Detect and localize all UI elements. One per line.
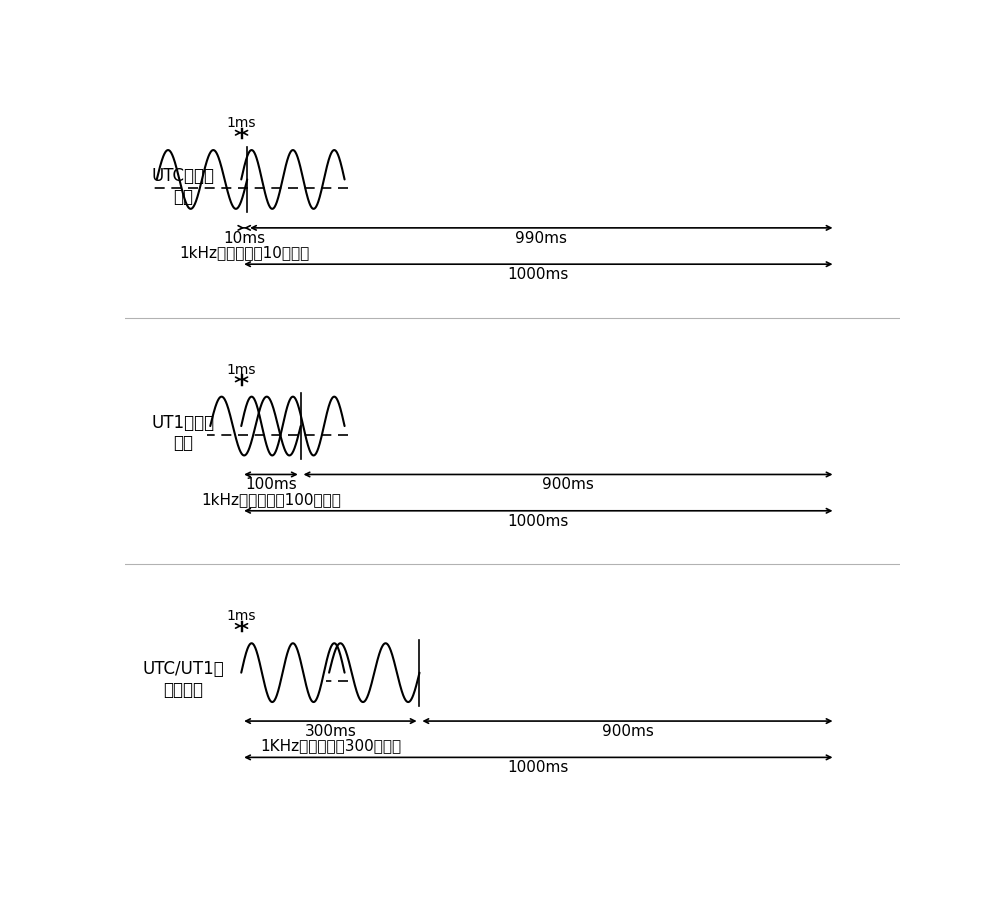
- Text: 1ms: 1ms: [227, 363, 256, 377]
- Text: 1ms: 1ms: [227, 609, 256, 623]
- Text: 900ms: 900ms: [542, 477, 594, 493]
- Text: 1kHz标准音频的100个周波: 1kHz标准音频的100个周波: [201, 492, 341, 506]
- Text: UTC秒信号
波形: UTC秒信号 波形: [152, 167, 215, 206]
- Text: 100ms: 100ms: [245, 477, 297, 493]
- Text: 300ms: 300ms: [304, 724, 356, 739]
- Text: 1kHz标准音频的10个周波: 1kHz标准音频的10个周波: [179, 245, 309, 260]
- Text: 1KHz标准音频的300个周波: 1KHz标准音频的300个周波: [260, 738, 401, 754]
- Text: 1000ms: 1000ms: [508, 760, 569, 775]
- Text: 10ms: 10ms: [223, 231, 265, 245]
- Text: 900ms: 900ms: [602, 724, 653, 739]
- Text: 1ms: 1ms: [227, 116, 256, 130]
- Text: UTC/UT1分
信号波形: UTC/UT1分 信号波形: [142, 660, 224, 699]
- Text: UT1秒信号
波形: UT1秒信号 波形: [152, 414, 215, 452]
- Text: 990ms: 990ms: [515, 231, 567, 245]
- Text: 1000ms: 1000ms: [508, 514, 569, 528]
- Text: 1000ms: 1000ms: [508, 267, 569, 282]
